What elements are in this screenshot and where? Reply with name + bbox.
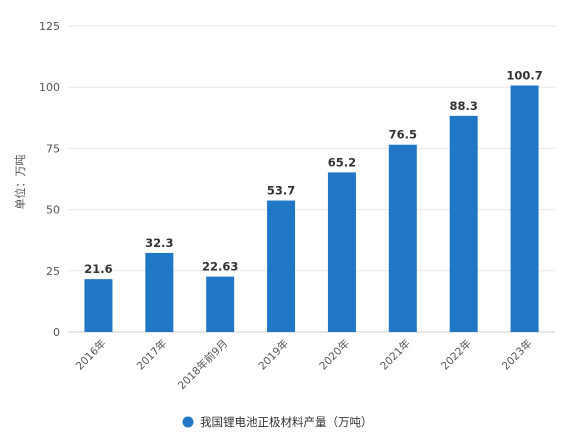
legend: 我国锂电池正极材料产量（万吨） <box>182 415 373 429</box>
x-tick-labels: 2016年 2017年 2018年前9月 2019年 2020年 2021年 2022年 20… <box>73 337 535 392</box>
y-tick-label: 75 <box>46 142 60 155</box>
gridlines <box>68 25 555 333</box>
x-tick-label: 2021年 <box>377 337 413 373</box>
data-label: 100.7 <box>506 68 542 82</box>
bar <box>145 252 174 332</box>
y-axis-label: 单位：万吨 <box>13 155 27 210</box>
y-tick-label: 100 <box>39 81 60 94</box>
x-tick-label: 2016年 <box>73 337 109 373</box>
data-label: 76.5 <box>389 128 417 142</box>
bar <box>206 276 235 332</box>
y-tick-label: 125 <box>39 20 60 33</box>
data-label: 22.63 <box>202 260 238 274</box>
y-tick-label: 50 <box>46 204 60 217</box>
bar <box>84 279 113 332</box>
y-tick-label: 0 <box>53 326 60 339</box>
bar <box>327 172 356 332</box>
x-tick-label: 2018年前9月 <box>175 337 230 392</box>
x-tick-label: 2023年 <box>499 337 535 373</box>
bar <box>449 115 478 332</box>
data-label: 21.6 <box>84 262 112 276</box>
y-tick-labels: 0 25 50 75 100 125 <box>39 20 60 339</box>
legend-marker <box>182 416 194 428</box>
bar <box>510 85 539 333</box>
x-tick-label: 2017年 <box>134 337 170 373</box>
y-tick-label: 25 <box>46 265 60 278</box>
legend-label: 我国锂电池正极材料产量（万吨） <box>200 415 373 429</box>
data-label: 88.3 <box>450 99 478 113</box>
data-labels: 21.6 32.3 22.63 53.7 65.2 76.5 88.3 100.7 <box>84 68 543 276</box>
x-tick-label: 2020年 <box>317 337 353 373</box>
bars <box>84 85 539 333</box>
data-label: 65.2 <box>328 155 356 169</box>
x-tick-label: 2022年 <box>438 337 474 373</box>
x-tick-label: 2019年 <box>256 337 292 373</box>
bar <box>267 200 296 332</box>
data-label: 53.7 <box>267 184 295 198</box>
bar <box>388 144 417 332</box>
data-label: 32.3 <box>145 236 173 250</box>
